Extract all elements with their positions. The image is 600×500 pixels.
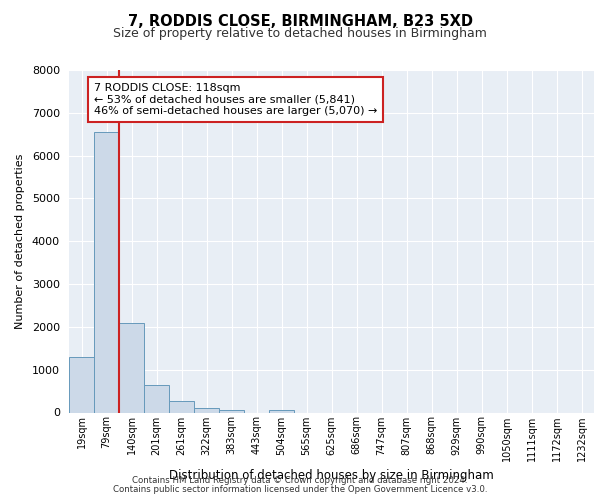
Bar bbox=[144, 384, 169, 412]
Bar bbox=[219, 410, 244, 412]
Bar bbox=[194, 408, 219, 412]
Text: 7, RODDIS CLOSE, BIRMINGHAM, B23 5XD: 7, RODDIS CLOSE, BIRMINGHAM, B23 5XD bbox=[128, 14, 473, 29]
Bar bbox=[119, 323, 144, 412]
Text: 7 RODDIS CLOSE: 118sqm
← 53% of detached houses are smaller (5,841)
46% of semi-: 7 RODDIS CLOSE: 118sqm ← 53% of detached… bbox=[94, 83, 377, 116]
Bar bbox=[69, 357, 94, 412]
Y-axis label: Number of detached properties: Number of detached properties bbox=[15, 154, 25, 329]
Text: Contains HM Land Registry data © Crown copyright and database right 2024.: Contains HM Land Registry data © Crown c… bbox=[132, 476, 468, 485]
X-axis label: Distribution of detached houses by size in Birmingham: Distribution of detached houses by size … bbox=[169, 469, 494, 482]
Text: Contains public sector information licensed under the Open Government Licence v3: Contains public sector information licen… bbox=[113, 485, 487, 494]
Bar bbox=[169, 400, 194, 412]
Bar bbox=[94, 132, 119, 412]
Text: Size of property relative to detached houses in Birmingham: Size of property relative to detached ho… bbox=[113, 26, 487, 40]
Bar bbox=[269, 410, 294, 412]
